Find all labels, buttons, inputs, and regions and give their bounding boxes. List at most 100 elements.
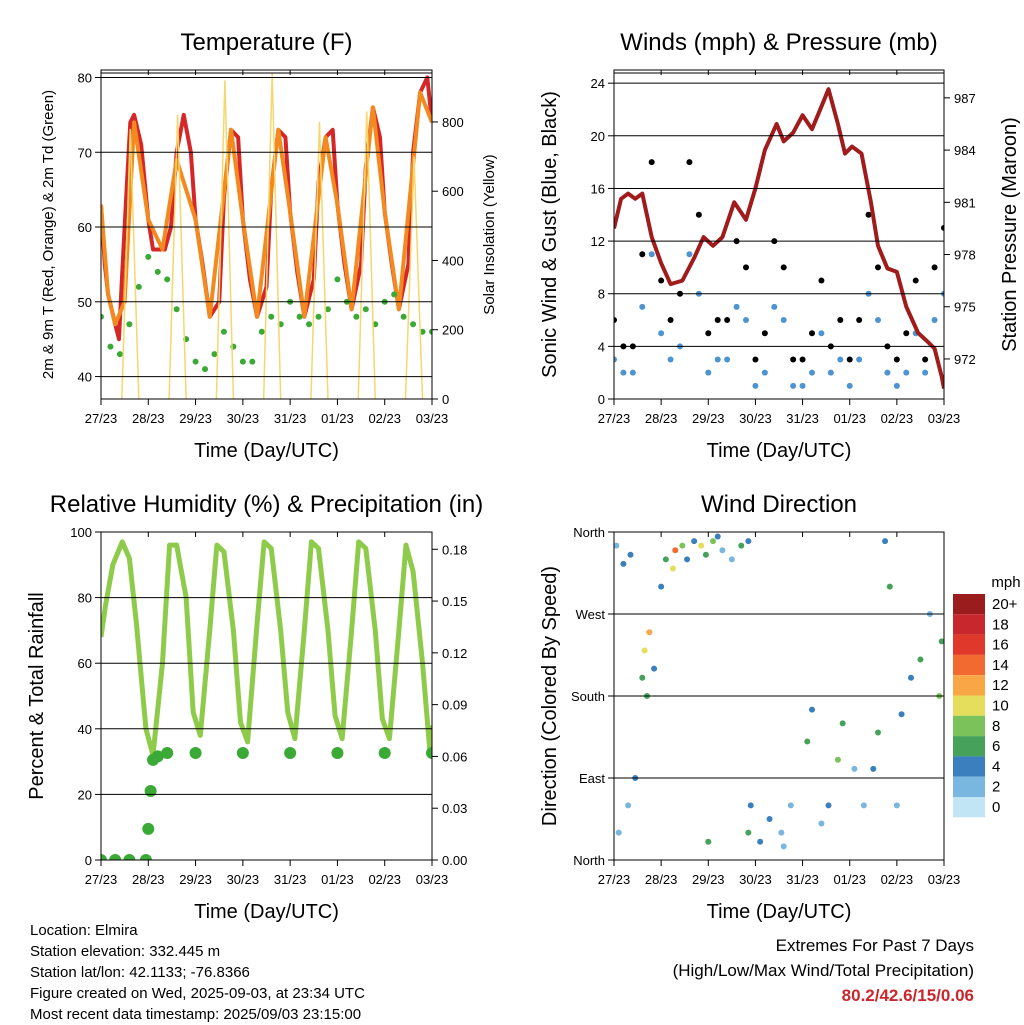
direction-point	[747, 802, 754, 809]
data-point	[107, 343, 114, 350]
data-point	[884, 369, 891, 376]
legend-swatch	[953, 776, 985, 797]
legend-swatch	[953, 756, 985, 777]
x-tick-label: 03/23	[416, 872, 449, 887]
direction-point	[804, 738, 811, 745]
data-point	[620, 369, 627, 376]
data-point	[780, 264, 787, 271]
direction-point	[870, 765, 877, 772]
recent-timestamp: Most recent data timestamp: 2025/09/03 2…	[30, 1006, 362, 1023]
direction-point	[818, 820, 825, 827]
y-tick-label: 50	[78, 295, 92, 310]
x-tick-label: 27/23	[85, 411, 118, 426]
x-tick-label: 02/23	[881, 411, 914, 426]
data-point	[856, 356, 863, 363]
panel-3: Wind Direction Time (Day/UTC) Direction (C…	[539, 491, 1021, 923]
x-tick-label: 01/23	[321, 872, 354, 887]
direction-point	[834, 756, 841, 763]
x-tick-label: 29/23	[692, 411, 725, 426]
data-point	[123, 854, 136, 860]
station-info: Location: Elmira Station elevation: 332.…	[30, 920, 365, 1025]
direction-point	[627, 551, 634, 558]
solar-spike	[121, 128, 140, 399]
x-axis-label: Time (Day/UTC)	[707, 901, 852, 923]
y-tick-label: 80	[78, 70, 92, 85]
extremes-block: Extremes For Past 7 Days (High/Low/Max W…	[673, 933, 974, 1008]
data-point	[151, 750, 164, 763]
data-point	[614, 317, 617, 324]
data-point	[236, 746, 249, 759]
data-point	[144, 784, 157, 797]
data-point	[818, 330, 825, 337]
y2-tick-label: 972	[954, 352, 976, 367]
y-tick-label: 20	[78, 787, 92, 802]
data-point	[306, 321, 313, 328]
x-tick-label: 31/23	[786, 872, 819, 887]
legend-title: mph	[991, 574, 1020, 591]
panel-1: Winds (mph) & Pressure (mb) Time (Day/UTC…	[539, 29, 1021, 462]
data-point	[614, 356, 617, 363]
direction-point	[710, 538, 716, 545]
data-point	[400, 313, 407, 320]
data-point	[771, 303, 778, 310]
data-point	[202, 366, 209, 373]
direction-point	[714, 533, 721, 540]
y-tick-label: 0	[85, 853, 92, 868]
y-tick-label: 20	[591, 129, 605, 144]
legend-label: 14	[992, 657, 1009, 674]
data-point	[893, 382, 900, 389]
solar-spike	[168, 114, 187, 399]
data-point	[211, 351, 218, 358]
y2-tick-label: 0.18	[442, 542, 467, 557]
data-point	[109, 854, 122, 860]
data-point	[324, 306, 331, 313]
legend-swatch	[953, 614, 985, 635]
y-axis-label: Sonic Wind & Gust (Blue, Black)	[539, 91, 561, 378]
legend-label: 0	[992, 799, 1000, 816]
x-tick-label: 27/23	[598, 411, 631, 426]
data-point	[426, 746, 432, 759]
direction-point	[917, 656, 924, 663]
data-point	[875, 264, 881, 271]
data-point	[846, 382, 853, 389]
direction-point	[757, 838, 764, 845]
direction-point	[662, 556, 669, 563]
series-line	[614, 87, 944, 389]
y2-tick-label: 400	[442, 253, 464, 268]
y-tick-label: 100	[70, 525, 92, 540]
data-point	[268, 313, 275, 320]
legend-swatch	[953, 654, 985, 676]
y-tick-label: 70	[78, 145, 92, 160]
data-point	[941, 224, 944, 231]
x-tick-label: 02/23	[881, 872, 914, 887]
data-point	[846, 356, 853, 363]
plot-frame	[100, 69, 433, 400]
direction-point	[625, 802, 632, 809]
data-point	[249, 358, 256, 365]
data-point	[893, 356, 900, 363]
direction-point	[658, 583, 665, 590]
data-point	[639, 251, 646, 258]
direction-point	[745, 829, 752, 836]
solar-spike	[357, 111, 377, 399]
legend-label: 2	[992, 779, 1000, 796]
data-point	[192, 358, 199, 365]
plot-frame	[613, 531, 945, 861]
data-point	[284, 746, 297, 759]
x-tick-label: 29/23	[179, 872, 212, 887]
extremes-subheading: (High/Low/Max Wind/Total Precipitation)	[672, 961, 974, 980]
data-point	[761, 330, 768, 337]
data-point	[799, 356, 806, 363]
chart-title: Wind Direction	[701, 491, 857, 518]
direction-point	[766, 816, 773, 822]
data-point	[331, 746, 344, 759]
direction-point	[839, 720, 846, 727]
y2-tick-label: 0.00	[442, 853, 467, 868]
x-tick-label: 02/23	[368, 411, 401, 426]
data-point	[875, 317, 881, 324]
y-tick-label: 8	[598, 287, 605, 302]
x-tick-label: 29/23	[692, 872, 725, 887]
legend-swatch	[953, 634, 985, 655]
data-point	[752, 356, 759, 363]
direction-point	[615, 829, 622, 836]
